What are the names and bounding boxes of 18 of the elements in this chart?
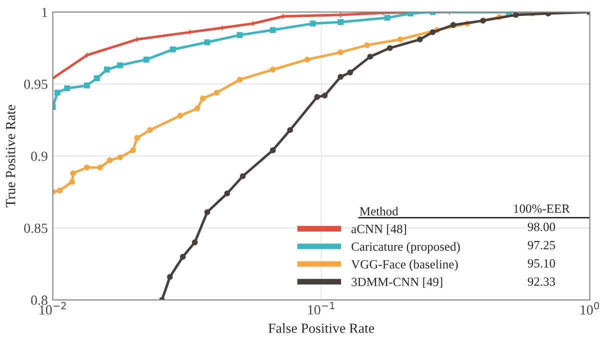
annotation: 98.00 [528, 222, 556, 232]
legend-label: 3DMM-CNN [49] [352, 277, 442, 288]
annotation: 97.25 [528, 240, 556, 250]
annotation: 95.10 [528, 259, 556, 268]
annotation: 92.33 [528, 277, 556, 286]
x-axis-title: False Positive Rate [268, 323, 374, 333]
legend-label: Caricature (proposed) [352, 242, 460, 254]
y-axis-title: True Positive Rate [6, 105, 16, 208]
y-tick-label: 0.95 [24, 80, 48, 90]
legend-title: Method [360, 206, 398, 216]
x-tick-label: 10$^{0}$ [580, 302, 600, 315]
y-tick-label: 1 [42, 8, 48, 17]
y-tick-label: 0.9 [31, 152, 48, 162]
legend-label: aCNN [48] [352, 224, 406, 235]
y-tick-label: 0.85 [24, 224, 48, 233]
legend-label: VGG-Face (baseline) [351, 260, 458, 272]
annotation: 100%-EER [514, 204, 570, 213]
x-tick-label: 10$^{−1}$ [308, 302, 334, 315]
